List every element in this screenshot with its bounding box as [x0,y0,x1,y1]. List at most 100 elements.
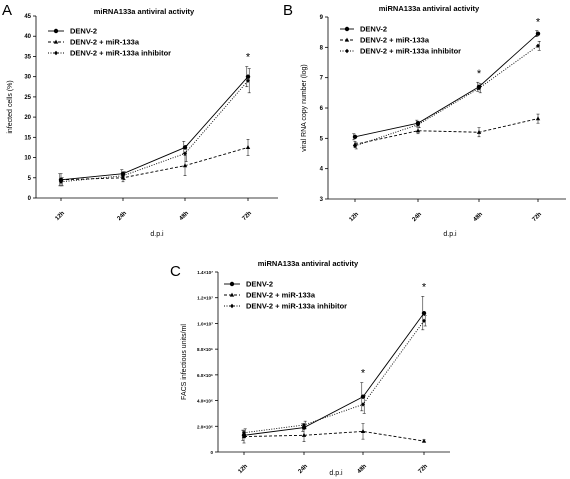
legend-label: DENV-2 + miR-133a [360,36,430,45]
data-point-2-1 [416,122,420,127]
legend-label: DENV-2 + miR-133a [246,291,316,300]
data-point-1-2 [476,129,482,134]
panel-b-title: miRNA133a antiviral activity [379,4,480,13]
y-tick-label: 30 [24,75,31,81]
x-tick-label: 24h [117,210,129,222]
significance-star: * [422,281,427,293]
data-point-2-3 [422,318,426,324]
panel-c-x-ticks: 12h 24h 48h 72h [238,452,430,475]
y-tick-label: 4 [320,167,324,173]
y-tick-label: 10 [24,156,31,162]
legend-label: DENV-2 [70,27,97,36]
panel-b-y-label: viral RNA copy number (log) [301,64,308,152]
y-tick-label: 7 [320,76,324,82]
x-tick-label: 72h [532,211,544,223]
legend-marker [344,37,350,42]
panel-b-label: B [283,2,293,19]
panel-a-y-ticks: 0 5 10 15 20 25 30 35 40 45 [24,14,36,202]
panel-c-y-label: FACS infectious units/ml [181,324,188,400]
panel-a-legend: DENV-2 DENV-2 + miR-133a DENV-2 + miR-133a… [48,27,171,58]
panel-c-title: miRNA133a antiviral activity [258,259,359,268]
panel-a: A miRNA133a antiviral activity 0 5 10 15 20 2… [2,2,278,238]
y-tick-label: 0 [210,450,213,455]
data-point-0-3 [535,31,541,36]
panel-c-label: C [170,263,181,280]
x-tick-label: 12h [55,210,67,222]
y-tick-label: 1.2×10⁷ [197,296,213,301]
panel-a-y-label: infected cells (%) [7,80,14,133]
panel-c-x-label: d.p.i [329,470,343,477]
legend-label: DENV-2 [360,25,387,34]
y-tick-label: 6.0×10⁶ [197,373,213,378]
panel-b-legend: DENV-2 DENV-2 + miR-133a DENV-2 + miR-133a… [340,25,461,56]
legend-marker [54,50,58,56]
data-point-2-3 [536,43,540,49]
data-point-2-2 [183,151,187,156]
panel-b-x-ticks: 12h 24h 48h 72h [349,199,544,223]
series-line-0 [60,76,249,181]
panel-c-y-ticks: 0 2.0×10⁶ 4.0×10⁶ 6.0×10⁶ 8.0×10⁶ 1.0×10⁷ 1.2×… [197,270,218,455]
data-point-0-0 [352,134,358,140]
data-point-1-3 [245,145,251,150]
legend-marker [229,281,235,287]
legend-label: DENV-2 + miR-133a inhibitor [246,302,347,311]
panel-b-y-ticks: 3 4 5 6 7 8 9 [320,15,328,203]
y-tick-label: 35 [24,54,31,60]
data-point-1-1 [415,128,421,133]
data-point-2-1 [121,173,125,178]
y-tick-label: 20 [24,115,31,121]
series-line-1 [243,430,425,442]
legend-marker [230,303,234,309]
x-tick-label: 12h [238,463,250,475]
panel-a-x-ticks: 12h 24h 48h 72h [55,198,254,222]
data-point-1-2 [360,429,366,434]
legend-label: DENV-2 + miR-133a inhibitor [360,47,461,56]
y-tick-label: 6 [320,106,324,112]
y-tick-label: 5 [320,136,324,142]
x-tick-label: 48h [179,210,191,222]
data-point-2-1 [302,422,306,428]
data-point-2-0 [353,143,357,149]
series-line-2 [243,320,425,434]
data-point-2-3 [246,78,250,83]
data-point-1-1 [301,432,307,437]
series-line-1 [354,118,539,145]
data-point-0-3 [421,310,427,316]
panel-b-plot: ** [352,17,541,150]
x-tick-label: 12h [349,211,361,223]
panel-c-legend: DENV-2 DENV-2 + miR-133a DENV-2 + miR-133a… [224,280,347,311]
significance-star: * [246,52,251,64]
data-point-2-0 [242,430,246,435]
significance-star: * [536,17,541,29]
y-tick-label: 5 [28,176,32,182]
y-tick-label: 4.0×10⁶ [197,399,213,404]
data-point-2-2 [361,402,365,407]
legend-marker [345,48,349,54]
y-tick-label: 0 [28,196,32,202]
x-tick-label: 72h [418,463,430,475]
legend-marker [229,292,235,297]
y-tick-label: 9 [320,15,324,21]
data-point-1-0 [241,434,247,439]
panel-a-title: miRNA133a antiviral activity [94,7,195,16]
legend-label: DENV-2 + miR-133a [70,38,140,47]
panel-a-x-label: d.p.i [150,231,164,238]
data-point-0-2 [360,394,366,399]
significance-star: * [361,368,366,380]
legend-marker [53,39,59,44]
panel-b: B miRNA133a antiviral activity 3 4 5 6 7 8 9 1… [283,2,566,238]
x-tick-label: 48h [473,211,485,223]
y-tick-label: 40 [24,34,31,40]
significance-star: * [477,68,482,80]
series-line-0 [354,33,539,138]
x-tick-label: 24h [298,463,310,475]
data-point-2-2 [477,86,481,91]
y-tick-label: 1.0×10⁷ [197,321,213,326]
x-tick-label: 24h [412,211,424,223]
y-tick-label: 8 [320,45,324,51]
series-line-2 [60,80,249,183]
x-tick-label: 72h [242,210,254,222]
data-point-1-3 [421,438,427,443]
data-point-1-2 [182,163,188,168]
